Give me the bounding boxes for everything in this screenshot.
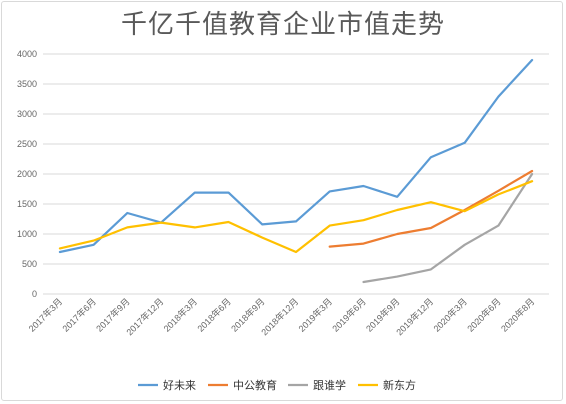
x-tick-label: 2019年3月	[296, 296, 334, 334]
y-tick-label: 3500	[17, 79, 37, 89]
legend-label: 新东方	[383, 378, 416, 392]
x-tick-label: 2017年3月	[26, 296, 64, 334]
chart-title: 千亿千值教育企业市值走势	[120, 10, 445, 40]
legend-label: 好未来	[163, 378, 196, 392]
legend-label: 跟谁学	[313, 378, 346, 392]
x-tick-label: 2020年8月	[498, 296, 536, 334]
y-tick-label: 500	[22, 259, 37, 269]
y-tick-label: 1000	[17, 229, 37, 239]
y-tick-label: 3000	[17, 109, 37, 119]
y-tick-label: 0	[32, 289, 37, 299]
y-tick-label: 2500	[17, 139, 37, 149]
y-tick-label: 4000	[17, 49, 37, 59]
series-line-中公教育	[328, 169, 534, 248]
series-line-新东方	[58, 180, 534, 254]
series-line-好未来	[58, 58, 534, 254]
y-tick-label: 1500	[17, 199, 37, 209]
x-tick-label: 2018年6月	[195, 296, 233, 334]
x-tick-label: 2020年6月	[465, 296, 503, 334]
legend-label: 中公教育	[233, 378, 277, 392]
x-tick-label: 2019年6月	[330, 296, 368, 334]
x-tick-label: 2020年3月	[431, 296, 469, 334]
series-line-跟谁学	[362, 172, 534, 284]
y-tick-label: 2000	[17, 169, 37, 179]
x-tick-label: 2017年6月	[60, 296, 98, 334]
x-tick-label: 2018年3月	[161, 296, 199, 334]
